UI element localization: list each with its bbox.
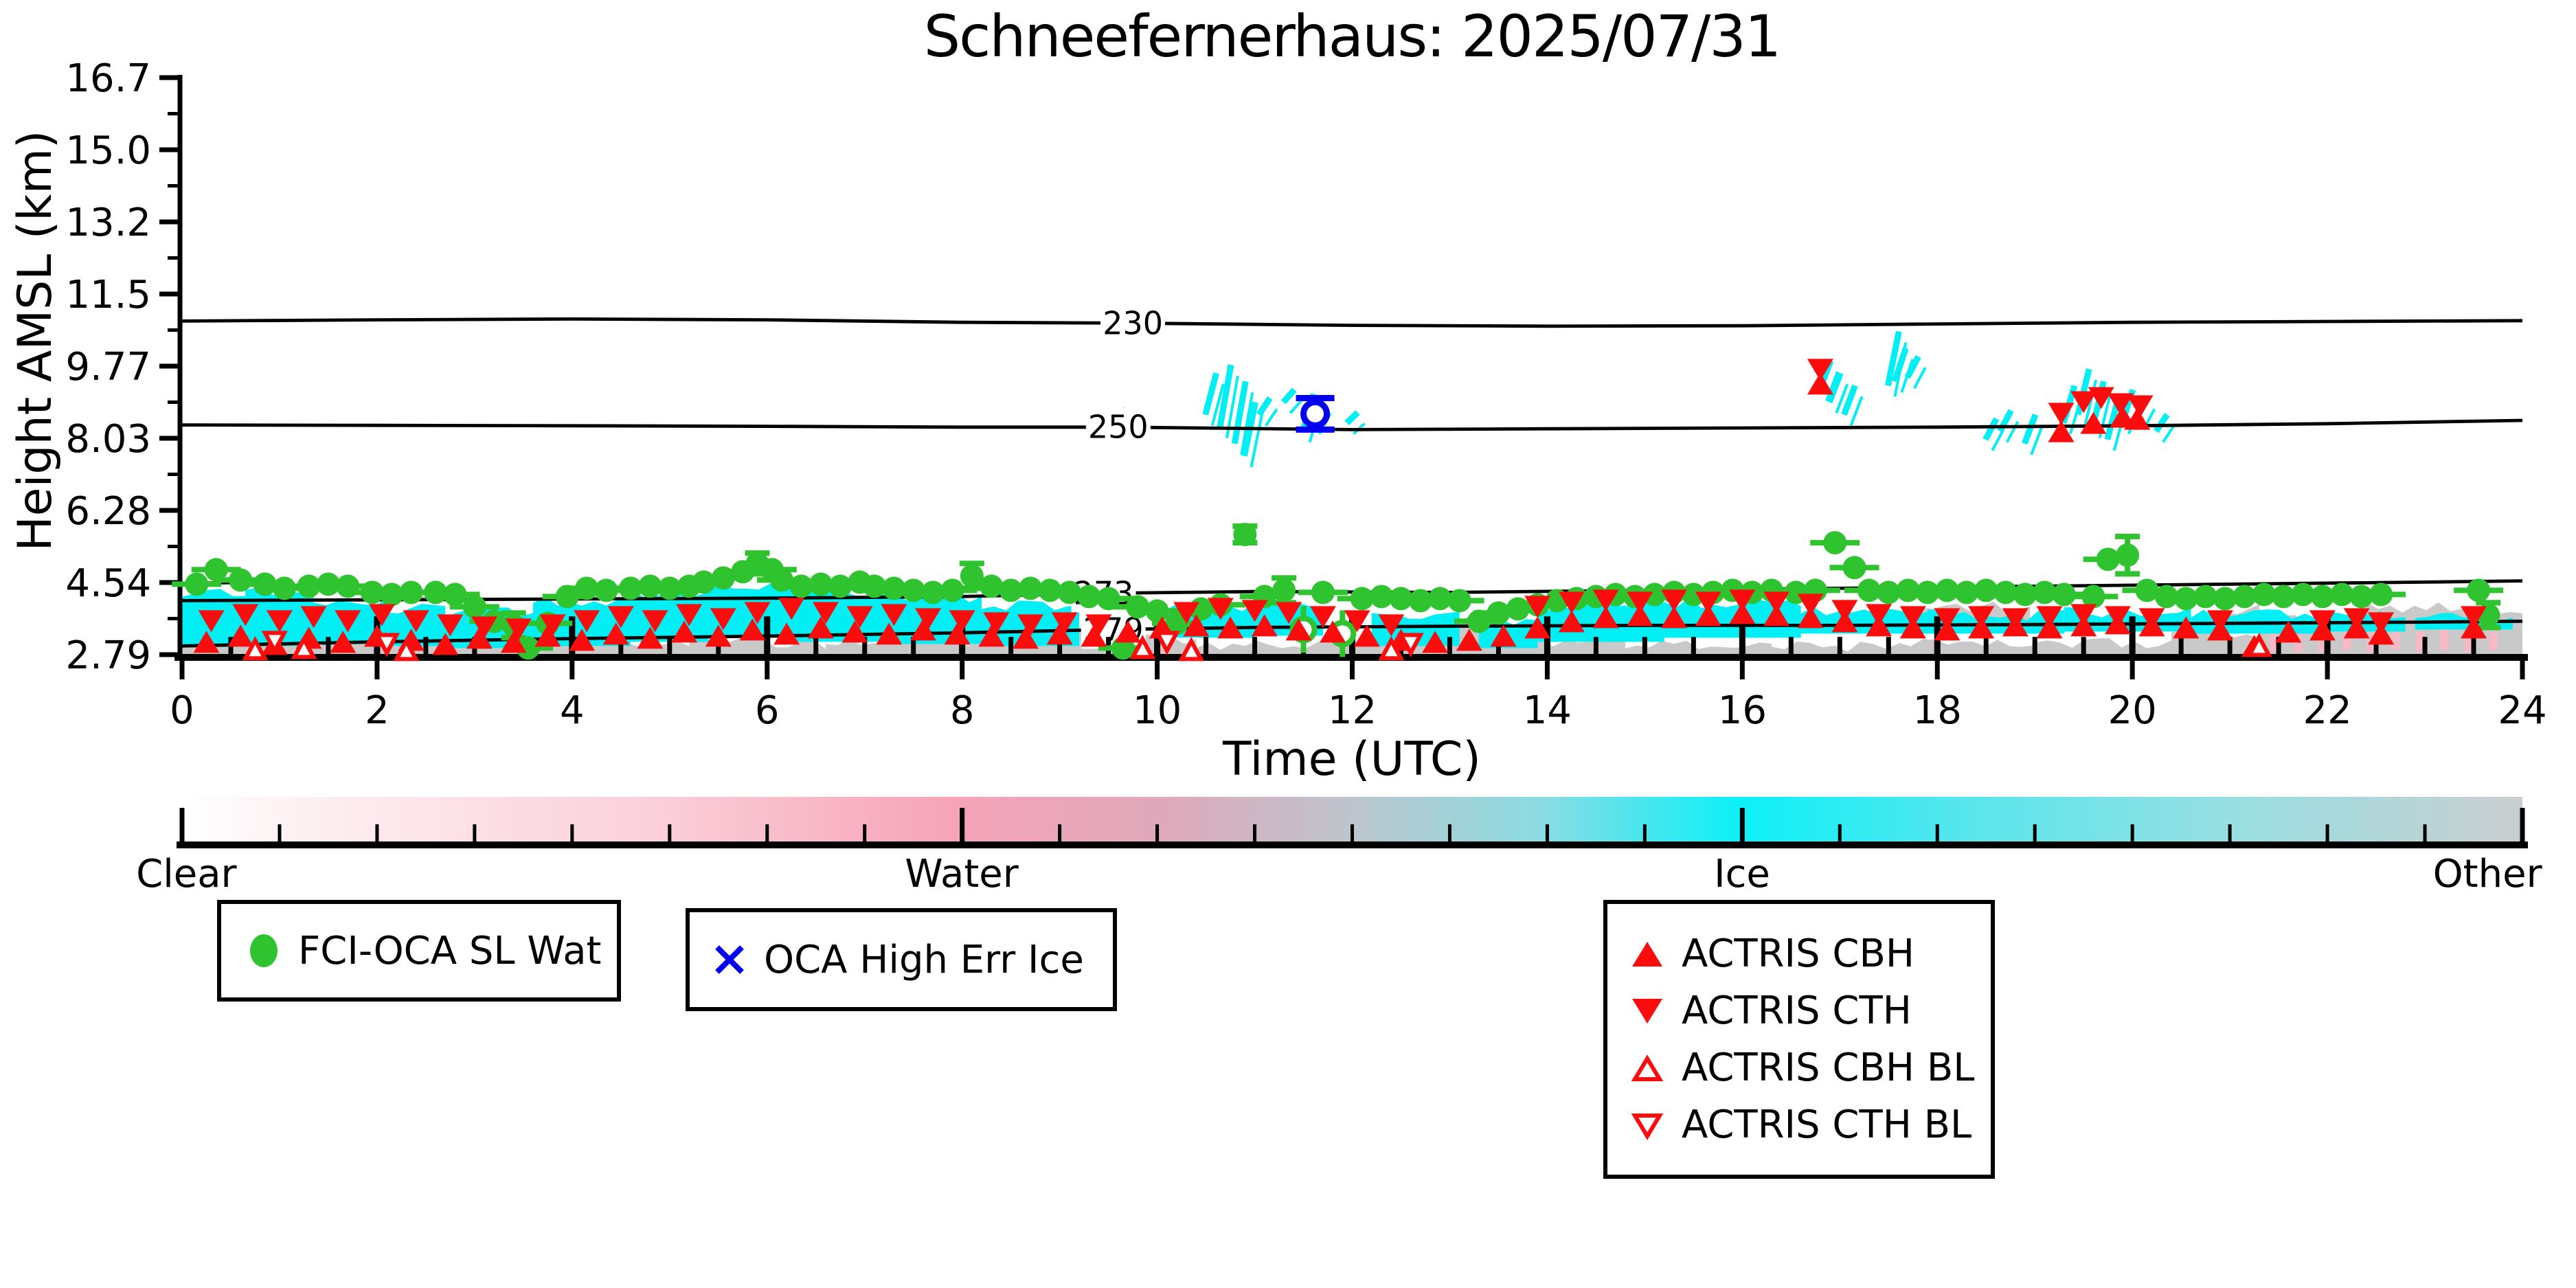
red-triangle-up-icon bbox=[1632, 941, 1662, 967]
svg-text:8: 8 bbox=[950, 688, 975, 733]
legend-oca-high-err: OCA High Err Ice bbox=[686, 908, 1117, 1011]
svg-text:9.77: 9.77 bbox=[65, 345, 151, 389]
legend-fci-oca: FCI-OCA SL Wat bbox=[217, 900, 621, 1002]
legend-actris: ACTRIS CBH ACTRIS CTH ACTRIS CBH BL ACTR… bbox=[1603, 900, 1995, 1179]
chart-title: Schneefernerhaus: 2025/07/31 bbox=[923, 3, 1782, 70]
colorbar-label-clear: Clear bbox=[136, 852, 237, 896]
svg-text:8.03: 8.03 bbox=[65, 417, 151, 462]
svg-text:2: 2 bbox=[365, 688, 389, 733]
svg-text:4: 4 bbox=[560, 688, 585, 733]
svg-text:6: 6 bbox=[755, 688, 780, 733]
svg-text:6.28: 6.28 bbox=[65, 489, 151, 534]
legend-actris-cbh-bl: ACTRIS CBH BL bbox=[1629, 1046, 1991, 1090]
svg-text:15.0: 15.0 bbox=[65, 128, 151, 173]
svg-text:10: 10 bbox=[1133, 688, 1182, 733]
legend-fci-oca-label: FCI-OCA SL Wat bbox=[298, 928, 602, 973]
blue-x-icon bbox=[715, 945, 744, 974]
svg-text:16: 16 bbox=[1718, 688, 1767, 733]
svg-text:24: 24 bbox=[2498, 688, 2546, 733]
x-axis-label: Time (UTC) bbox=[1223, 732, 1481, 787]
svg-text:4.54: 4.54 bbox=[65, 561, 151, 606]
svg-text:11.5: 11.5 bbox=[65, 273, 151, 317]
y-axis-label: Height AMSL (km) bbox=[8, 130, 63, 552]
svg-text:14: 14 bbox=[1523, 688, 1572, 733]
class-colorbar bbox=[177, 797, 2528, 848]
svg-text:250: 250 bbox=[1088, 409, 1149, 446]
legend-oca-high-err-label: OCA High Err Ice bbox=[764, 937, 1084, 982]
green-circle-icon bbox=[250, 934, 278, 967]
svg-text:2.79: 2.79 bbox=[65, 633, 151, 678]
red-open-triangle-up-icon bbox=[1631, 1054, 1664, 1081]
svg-text:0: 0 bbox=[170, 688, 194, 733]
colorbar-label-other: Other bbox=[2432, 852, 2542, 896]
legend-actris-cth-bl: ACTRIS CTH BL bbox=[1629, 1103, 1991, 1147]
svg-text:230: 230 bbox=[1103, 304, 1163, 341]
colorbar-label-ice: Ice bbox=[1714, 852, 1770, 896]
legend-actris-cbh: ACTRIS CBH bbox=[1629, 931, 1991, 976]
legend-actris-cth: ACTRIS CTH bbox=[1629, 988, 1991, 1033]
svg-text:12: 12 bbox=[1328, 688, 1377, 733]
svg-text:22: 22 bbox=[2303, 688, 2351, 733]
svg-text:18: 18 bbox=[1913, 688, 1962, 733]
red-open-triangle-down-icon bbox=[1631, 1113, 1664, 1140]
red-triangle-down-icon bbox=[1632, 998, 1662, 1024]
svg-text:20: 20 bbox=[2108, 688, 2157, 733]
svg-text:13.2: 13.2 bbox=[65, 201, 151, 245]
colorbar-label-water: Water bbox=[905, 852, 1019, 896]
svg-text:16.7: 16.7 bbox=[65, 56, 151, 101]
